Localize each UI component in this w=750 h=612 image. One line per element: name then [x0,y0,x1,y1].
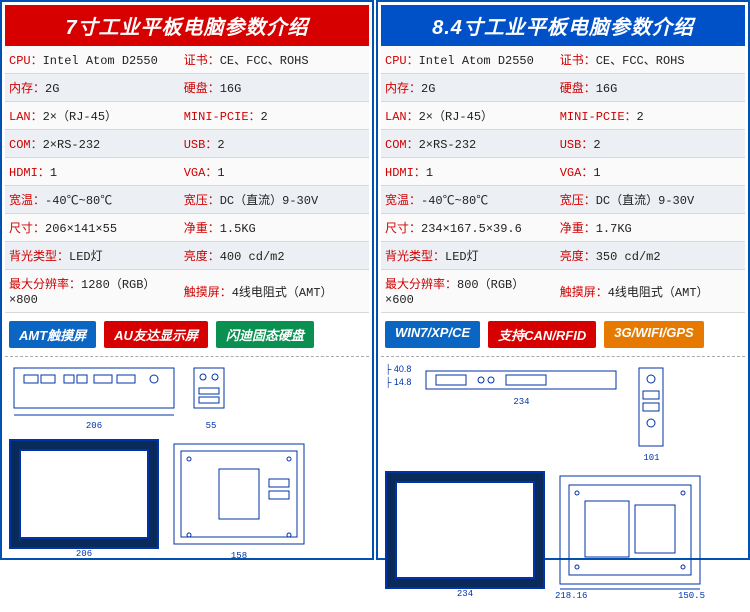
spec-cell: 最大分辨率：1280（RGB）×800 [5,270,180,313]
spec-cell: 亮度：400 cd/m2 [180,242,369,270]
spec-row: 宽温：-40℃~80℃宽压：DC（直流）9-30V [5,186,369,214]
spec-cell: 内存：2G [381,74,556,102]
diagram-area: ├ 40.8 ├ 14.8 234 [381,356,745,612]
feature-badge: AMT触摸屏 [9,321,96,348]
spec-cell: 尺寸：206×141×55 [5,214,180,242]
spec-cell: MINI-PCIE：2 [556,102,745,130]
spec-table: CPU：Intel Atom D2550证书：CE、FCC、ROHS内存：2G硬… [381,46,745,313]
spec-cell: 尺寸：234×167.5×39.6 [381,214,556,242]
spec-cell: 硬盘：16G [180,74,369,102]
feature-badge: 3G/WIFI/GPS [604,321,703,348]
spec-cell: USB：2 [180,130,369,158]
spec-cell: 宽温：-40℃~80℃ [5,186,180,214]
spec-cell: 净重：1.7KG [556,214,745,242]
front-view: 206 [9,439,159,559]
spec-row: 内存：2G硬盘：16G [381,74,745,102]
spec-row: 宽温：-40℃~80℃宽压：DC（直流）9-30V [381,186,745,214]
spec-cell: 宽压：DC（直流）9-30V [180,186,369,214]
spec-cell: HDMI：1 [5,158,180,186]
badge-row: WIN7/XP/CE 支持CAN/RFID 3G/WIFI/GPS [381,313,745,356]
spec-row: 尺寸：234×167.5×39.6净重：1.7KG [381,214,745,242]
spec-cell: LAN：2×（RJ-45） [5,102,180,130]
spec-cell: 最大分辨率：800（RGB）×600 [381,270,556,313]
spec-cell: 净重：1.5KG [180,214,369,242]
panel-title: 8.4寸工业平板电脑参数介绍 [381,5,745,46]
side-dims: ├ 40.8 ├ 14.8 [385,363,411,388]
spec-cell: MINI-PCIE：2 [180,102,369,130]
panel-7inch: 7寸工业平板电脑参数介绍 CPU：Intel Atom D2550证书：CE、F… [0,0,374,560]
back-view: 218.16 150.5 [555,471,705,601]
top-view: 234 [421,363,621,407]
spec-cell: 宽压：DC（直流）9-30V [556,186,745,214]
spec-cell: 宽温：-40℃~80℃ [381,186,556,214]
spec-cell: LAN：2×（RJ-45） [381,102,556,130]
spec-cell: VGA：1 [556,158,745,186]
spec-cell: CPU：Intel Atom D2550 [5,46,180,74]
diagram-area: 206 55 206 [5,356,369,573]
feature-badge: AU友达显示屏 [104,321,208,348]
spec-row: 最大分辨率：800（RGB）×600触摸屏：4线电阻式（AMT） [381,270,745,313]
spec-row: HDMI：1VGA：1 [381,158,745,186]
spec-row: HDMI：1VGA：1 [5,158,369,186]
side-view: 101 [631,363,671,463]
spec-cell: COM：2×RS-232 [381,130,556,158]
spec-cell: 证书：CE、FCC、ROHS [556,46,745,74]
front-view: 234 [385,471,545,599]
spec-rows: CPU：Intel Atom D2550证书：CE、FCC、ROHS内存：2G硬… [381,46,745,313]
spec-cell: 硬盘：16G [556,74,745,102]
spec-cell: 背光类型：LED灯 [5,242,180,270]
spec-cell: 背光类型：LED灯 [381,242,556,270]
spec-row: COM：2×RS-232USB：2 [5,130,369,158]
back-view: 158 [169,439,309,561]
spec-cell: HDMI：1 [381,158,556,186]
spec-row: 尺寸：206×141×55净重：1.5KG [5,214,369,242]
side-view-small: 55 [189,363,233,431]
spec-row: COM：2×RS-232USB：2 [381,130,745,158]
spec-cell: COM：2×RS-232 [5,130,180,158]
spec-cell: USB：2 [556,130,745,158]
spec-rows: CPU：Intel Atom D2550证书：CE、FCC、ROHS内存：2G硬… [5,46,369,313]
panel-title: 7寸工业平板电脑参数介绍 [5,5,369,46]
spec-row: 内存：2G硬盘：16G [5,74,369,102]
spec-row: 最大分辨率：1280（RGB）×800触摸屏：4线电阻式（AMT） [5,270,369,313]
spec-row: CPU：Intel Atom D2550证书：CE、FCC、ROHS [5,46,369,74]
badge-row: AMT触摸屏 AU友达显示屏闪迪固态硬盘 [5,313,369,356]
spec-cell: CPU：Intel Atom D2550 [381,46,556,74]
spec-table: CPU：Intel Atom D2550证书：CE、FCC、ROHS内存：2G硬… [5,46,369,313]
spec-row: LAN：2×（RJ-45）MINI-PCIE：2 [381,102,745,130]
spec-row: 背光类型：LED灯亮度：400 cd/m2 [5,242,369,270]
spec-row: CPU：Intel Atom D2550证书：CE、FCC、ROHS [381,46,745,74]
spec-row: 背光类型：LED灯亮度：350 cd/m2 [381,242,745,270]
top-view: 206 [9,363,179,431]
spec-cell: 触摸屏：4线电阻式（AMT） [556,270,745,313]
spec-cell: VGA：1 [180,158,369,186]
spec-row: LAN：2×（RJ-45）MINI-PCIE：2 [5,102,369,130]
spec-cell: 亮度：350 cd/m2 [556,242,745,270]
panel-8-4inch: 8.4寸工业平板电脑参数介绍 CPU：Intel Atom D2550证书：CE… [376,0,750,560]
spec-cell: 触摸屏：4线电阻式（AMT） [180,270,369,313]
spec-cell: 内存：2G [5,74,180,102]
spec-cell: 证书：CE、FCC、ROHS [180,46,369,74]
feature-badge: 闪迪固态硬盘 [216,321,314,348]
feature-badge: WIN7/XP/CE [385,321,480,348]
feature-badge: 支持CAN/RFID [488,321,596,348]
